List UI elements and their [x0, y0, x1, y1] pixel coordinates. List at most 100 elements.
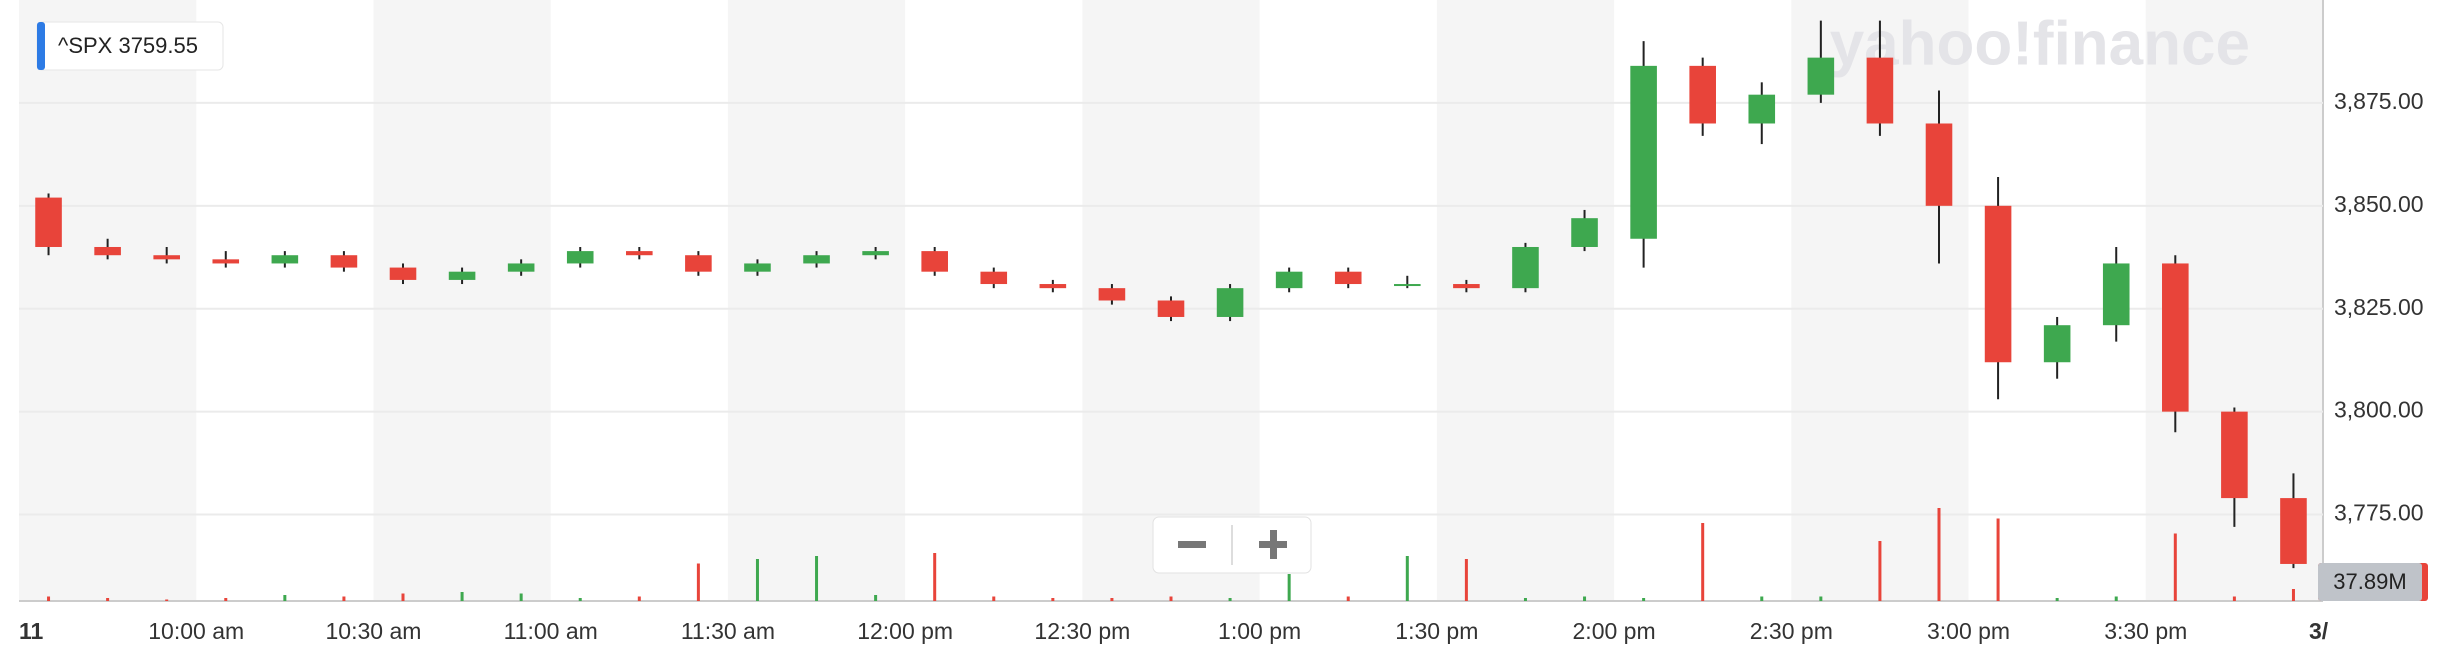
volume-bar: [815, 556, 819, 601]
volume-bar: [1583, 596, 1587, 601]
y-tick-label: 3,800.00: [2334, 397, 2424, 423]
x-tick-label: 3:30 pm: [2104, 618, 2187, 644]
candle-body: [389, 267, 417, 280]
volume-bar: [1405, 556, 1409, 601]
volume-bar: [1287, 574, 1291, 601]
candle-body: [2043, 325, 2071, 363]
candle-body: [1571, 218, 1598, 247]
x-tick-label: 3/: [2309, 618, 2329, 644]
candle-body: [271, 255, 299, 264]
y-tick-label: 3,825.00: [2334, 294, 2424, 320]
volume-bar: [755, 559, 759, 601]
x-tick-label: 11: [19, 618, 44, 644]
volume-bar: [1051, 598, 1055, 601]
candle-body: [212, 259, 240, 264]
volume-bar: [1819, 596, 1823, 601]
candle-body: [507, 263, 535, 272]
candle-body: [2162, 263, 2189, 412]
candle-body: [980, 271, 1008, 285]
candle-body: [1630, 65, 1657, 239]
band: [1436, 0, 1615, 601]
volume-bar: [1523, 598, 1527, 601]
zoom-out[interactable]: [1178, 541, 1206, 548]
volume-bar: [1110, 598, 1114, 601]
volume-bar: [2173, 533, 2177, 601]
candle-body: [1748, 94, 1776, 124]
candle-body: [1925, 123, 1953, 206]
x-tick-label: 1:00 pm: [1218, 618, 1301, 644]
volume-bar: [933, 553, 937, 601]
band: [19, 0, 197, 601]
symbol-label: ^SPX 3759.55: [58, 33, 198, 58]
volume-bar: [224, 598, 228, 601]
volume-bar: [578, 598, 582, 601]
candle-body: [626, 251, 653, 256]
volume-bar: [460, 592, 464, 601]
candle-body: [2221, 411, 2248, 499]
candle-body: [1807, 57, 1835, 95]
candle-body: [448, 271, 476, 280]
x-tick-label: 11:30 am: [681, 618, 775, 644]
background-bands: [19, 0, 2323, 601]
volume-bar: [1464, 559, 1468, 601]
candle-body: [2102, 263, 2130, 326]
zoom-in[interactable]: [1259, 530, 1287, 559]
candle-body: [1216, 288, 1244, 317]
x-tick-label: 10:00 am: [148, 618, 244, 644]
volume-bar: [401, 593, 405, 601]
volume-bar: [992, 596, 996, 601]
band: [373, 0, 551, 601]
volume-bar: [1760, 596, 1764, 601]
volume-bar: [1228, 598, 1232, 601]
volume-bar: [2232, 596, 2236, 601]
candle-body: [685, 255, 712, 272]
watermark: yahoo!finance: [1830, 9, 2250, 78]
y-tick-label: 3,775.00: [2334, 500, 2424, 526]
tag-accent: [37, 22, 45, 70]
volume-bar: [1169, 596, 1173, 601]
volume-bar: [1996, 518, 2000, 601]
volume-bar: [1701, 523, 1705, 601]
volume-tag: 37.89M: [2318, 563, 2428, 601]
candle-body: [1098, 288, 1126, 301]
volume-bar: [165, 599, 169, 601]
candle-body: [1984, 205, 2012, 363]
volume-bar: [106, 598, 110, 601]
x-tick-label: 12:00 pm: [857, 618, 953, 644]
volume-bar: [47, 596, 51, 601]
x-tick-label: 3:00 pm: [1927, 618, 2010, 644]
candle-body: [862, 251, 889, 256]
volume-bar: [342, 596, 346, 601]
volume-bar: [1937, 508, 1941, 601]
candle-body: [1275, 271, 1303, 289]
x-tick-label: 2:30 pm: [1750, 618, 1833, 644]
candle-body: [566, 251, 594, 264]
candle-body: [921, 251, 948, 272]
volume-bar: [1878, 541, 1882, 601]
zoom-controls: [1152, 516, 1312, 574]
y-tick-label: 3,875.00: [2334, 88, 2424, 114]
volume-bar: [874, 595, 878, 601]
candle-body: [1394, 284, 1421, 287]
x-tick-label: 10:30 am: [326, 618, 422, 644]
volume-bar: [2055, 598, 2059, 601]
volume-bar: [696, 563, 700, 601]
candle-body: [1689, 65, 1716, 124]
x-tick-label: 1:30 pm: [1395, 618, 1478, 644]
x-tick-label: 12:30 pm: [1034, 618, 1130, 644]
candle-body: [1334, 271, 1362, 285]
volume-bar: [519, 593, 523, 601]
x-tick-label: 2:00 pm: [1573, 618, 1656, 644]
candle-body: [803, 255, 830, 264]
volume-bar: [637, 596, 641, 601]
symbol-tag: ^SPX 3759.55: [36, 21, 224, 71]
x-tick-label: 11:00 am: [504, 618, 598, 644]
volume-bar: [2114, 596, 2118, 601]
candle-body: [1866, 57, 1894, 124]
candle-body: [744, 263, 771, 272]
y-tick-label: 3,850.00: [2334, 191, 2424, 217]
volume-bar: [283, 595, 287, 601]
candle-body: [2280, 498, 2307, 564]
volume-bar: [2291, 589, 2295, 601]
